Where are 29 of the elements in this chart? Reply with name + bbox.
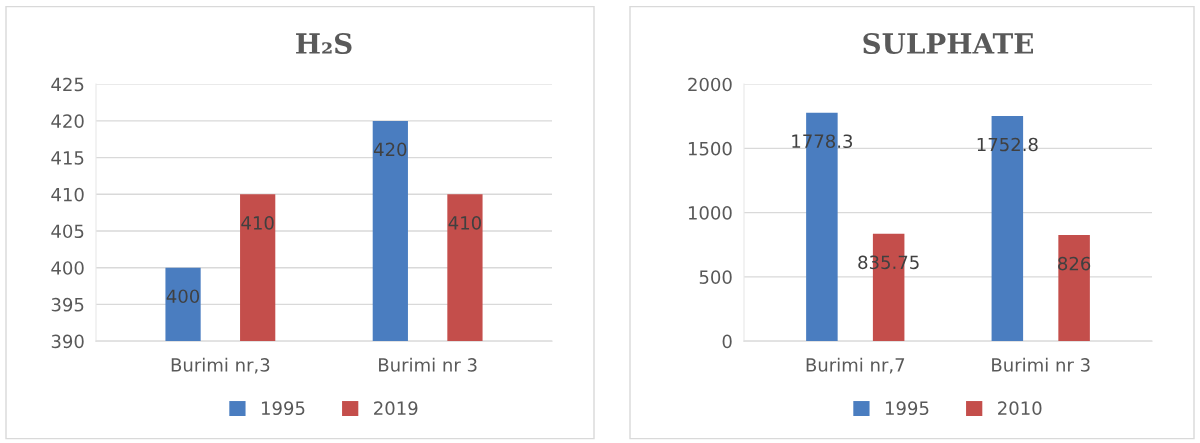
legend-label: 1995: [261, 401, 305, 416]
y-tick-label: 400: [51, 261, 84, 275]
legend-label: 2010: [998, 401, 1042, 416]
y-tick-label: 410: [51, 187, 84, 202]
y-tick-label: 420: [51, 114, 84, 128]
y-tick-label: 395: [51, 297, 84, 312]
data-label: 826: [1058, 256, 1091, 271]
legend-label: 2019: [374, 401, 418, 416]
y-tick-label: 1500: [688, 141, 732, 156]
y-tick-label: 1000: [688, 206, 732, 220]
y-tick-label: 415: [51, 151, 84, 165]
data-label: 400: [166, 289, 200, 304]
x-tick-label: Burimi nr 3: [379, 357, 477, 372]
y-tick-label: 390: [51, 334, 84, 349]
y-tick-label: 405: [51, 224, 84, 239]
x-tick-label: Burimi nr 3: [992, 357, 1090, 372]
chart-title: SULPHATE: [863, 33, 1033, 55]
x-tick-label: Burimi nr,3: [171, 357, 270, 374]
bar: [1058, 234, 1090, 342]
chart-title: H₂S: [296, 33, 352, 55]
data-label: 410: [448, 216, 481, 230]
data-label: 410: [241, 216, 274, 230]
y-tick-label: 500: [699, 270, 732, 284]
y-tick-label: 0: [722, 334, 732, 349]
x-tick-label: Burimi nr,7: [806, 357, 905, 374]
data-label: 420: [373, 142, 407, 157]
legend-label: 1995: [885, 401, 929, 416]
y-tick-label: 2000: [688, 77, 732, 92]
y-tick-label: 425: [51, 77, 84, 92]
